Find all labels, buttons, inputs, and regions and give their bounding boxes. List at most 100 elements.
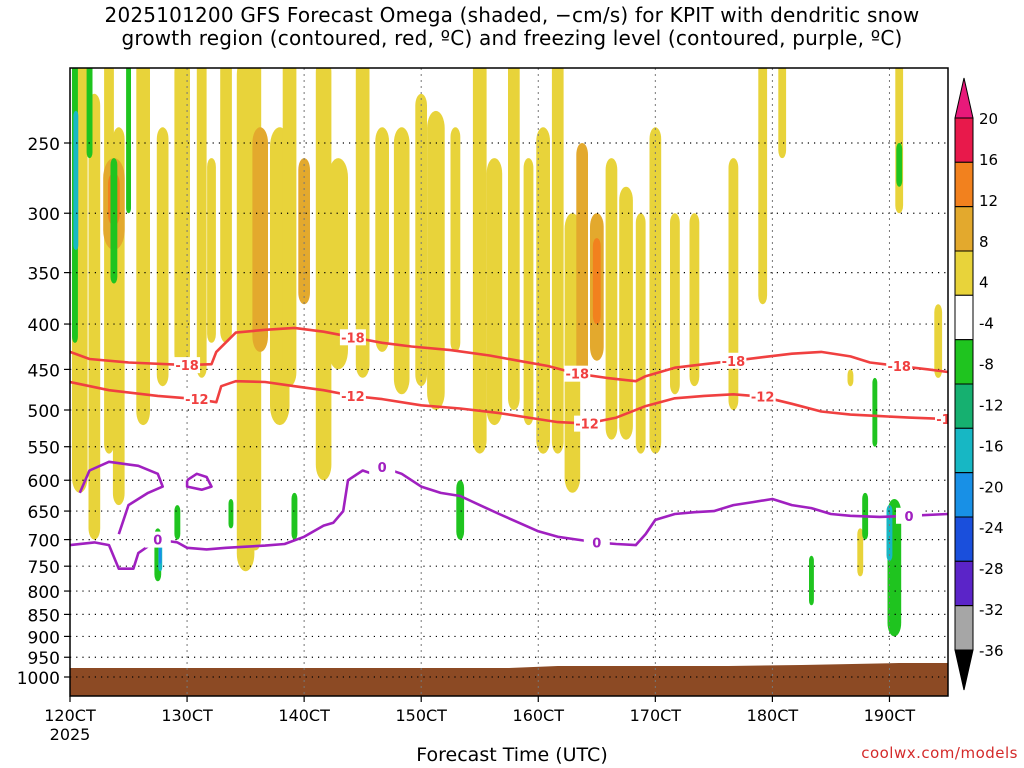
colorbar-bottom-arrow: [954, 649, 974, 691]
omega-cell: [886, 505, 893, 561]
plot-frame: [69, 67, 949, 697]
omega-cell: [86, 68, 93, 159]
contour-label: 0: [153, 534, 162, 549]
omega-cell: [778, 68, 787, 159]
contour-label: 0: [378, 461, 387, 476]
omega-cell: [88, 93, 101, 540]
contour-label: -18: [175, 359, 199, 374]
ground-fill: [70, 663, 948, 696]
omega-shading: [72, 68, 943, 637]
omega-cell: [196, 68, 207, 378]
chart-title-line2: growth region (contoured, red, ºC) and f…: [121, 26, 903, 50]
omega-cell: [315, 68, 332, 481]
omega-cell: [551, 68, 564, 454]
omega-cell: [291, 492, 298, 540]
contour-label: -18: [566, 368, 590, 383]
y-tick-label: 1000: [17, 669, 60, 689]
omega-cell: [375, 127, 389, 352]
ground-layer: [70, 663, 948, 696]
contour-label-bg: [574, 415, 601, 432]
omega-cell: [207, 158, 216, 343]
colorbar-label: -20: [979, 478, 1004, 496]
x-tick-sublabel: 2025: [50, 725, 91, 744]
colorbar-swatch: [954, 339, 974, 385]
chart-title: 2025101200 GFS Forecast Omega (shaded, −…: [0, 4, 1024, 50]
x-tick-label: 120CT: [44, 706, 96, 725]
colorbar-label: 12: [979, 192, 998, 210]
y-tick-label: 950: [28, 649, 60, 669]
contour-label: -12: [185, 393, 209, 408]
colorbar-label: -16: [979, 437, 1004, 455]
x-tick-label: 190CT: [864, 706, 916, 725]
omega-cell: [847, 369, 854, 387]
colorbar: 20 16 12 8 4 -4 -8 -12 -16 -20 -24 -28 -32 -36: [954, 77, 1004, 691]
x-tick-label: 150CT: [395, 706, 447, 725]
omega-cell: [174, 68, 190, 370]
omega-cell: [220, 68, 232, 343]
omega-cell: [126, 68, 131, 214]
colorbar-label: 16: [979, 151, 998, 169]
omega-cell: [136, 68, 150, 426]
omega-cell: [592, 238, 601, 325]
y-tick-label: 650: [28, 503, 60, 523]
omega-cell: [872, 377, 878, 447]
contour-label-bg: [144, 531, 171, 548]
omega-cell: [689, 213, 700, 387]
colorbar-label: -28: [979, 560, 1004, 578]
y-tick-label: 500: [28, 402, 60, 422]
omega-cell: [159, 547, 162, 564]
x-tick-label: 160CT: [513, 706, 565, 725]
colorbar-label: -12: [979, 396, 1004, 414]
x-tick-label: 180CT: [747, 706, 799, 725]
omega-cell: [472, 68, 487, 454]
contour-label: -18: [887, 360, 911, 375]
colorbar-label: 20: [979, 110, 998, 128]
colorbar-swatch: [954, 427, 974, 474]
omega-cell: [73, 110, 79, 251]
contour-line: [70, 379, 948, 425]
colorbar-swatch: [954, 383, 974, 429]
omega-cell: [328, 158, 348, 370]
contour-label: -12: [751, 391, 775, 406]
contour-label-bg: [720, 352, 747, 369]
colorbar-swatch: [954, 250, 974, 296]
contour-label-bg: [886, 357, 913, 374]
omega-cell: [228, 499, 234, 529]
colorbar-swatch: [954, 117, 974, 163]
colorbar-label: 4: [979, 274, 989, 292]
contour-label: -18: [341, 331, 365, 346]
chart-title-line1: 2025101200 GFS Forecast Omega (shaded, −…: [104, 3, 920, 27]
omega-cell: [508, 68, 520, 410]
contour-label-bg: [583, 534, 610, 551]
omega-cell: [896, 143, 903, 187]
x-tick-label: 140CT: [278, 706, 330, 725]
contour-label-bg: [174, 357, 201, 374]
omega-cell: [252, 127, 268, 352]
y-tick-label: 700: [28, 532, 60, 552]
y-tick-label: 450: [28, 361, 60, 381]
colorbar-swatch: [954, 206, 974, 252]
omega-cell: [895, 68, 904, 214]
contour-label-bg: [183, 391, 210, 408]
contour-label-bg: [935, 411, 948, 428]
y-tick-label: 900: [28, 628, 60, 648]
omega-cell: [857, 528, 864, 577]
omega-cell: [486, 158, 503, 426]
contour-label-bg: [369, 459, 396, 476]
omega-cell: [576, 143, 588, 378]
contour-label-bg: [895, 507, 922, 524]
omega-cell: [605, 158, 618, 440]
contour-label: -18: [722, 355, 746, 370]
contour-label-bg: [749, 388, 776, 405]
omega-cell: [174, 505, 181, 540]
omega-cell: [415, 93, 427, 387]
omega-cell: [934, 304, 943, 378]
credit-text: coolwx.com/models: [861, 744, 1018, 762]
x-tick-label: 130CT: [161, 706, 213, 725]
x-tick-label: 170CT: [630, 706, 682, 725]
contour-label: 0: [904, 510, 913, 525]
omega-cell: [355, 68, 370, 378]
colorbar-swatch: [954, 516, 974, 562]
colorbar-label: -32: [979, 601, 1004, 619]
